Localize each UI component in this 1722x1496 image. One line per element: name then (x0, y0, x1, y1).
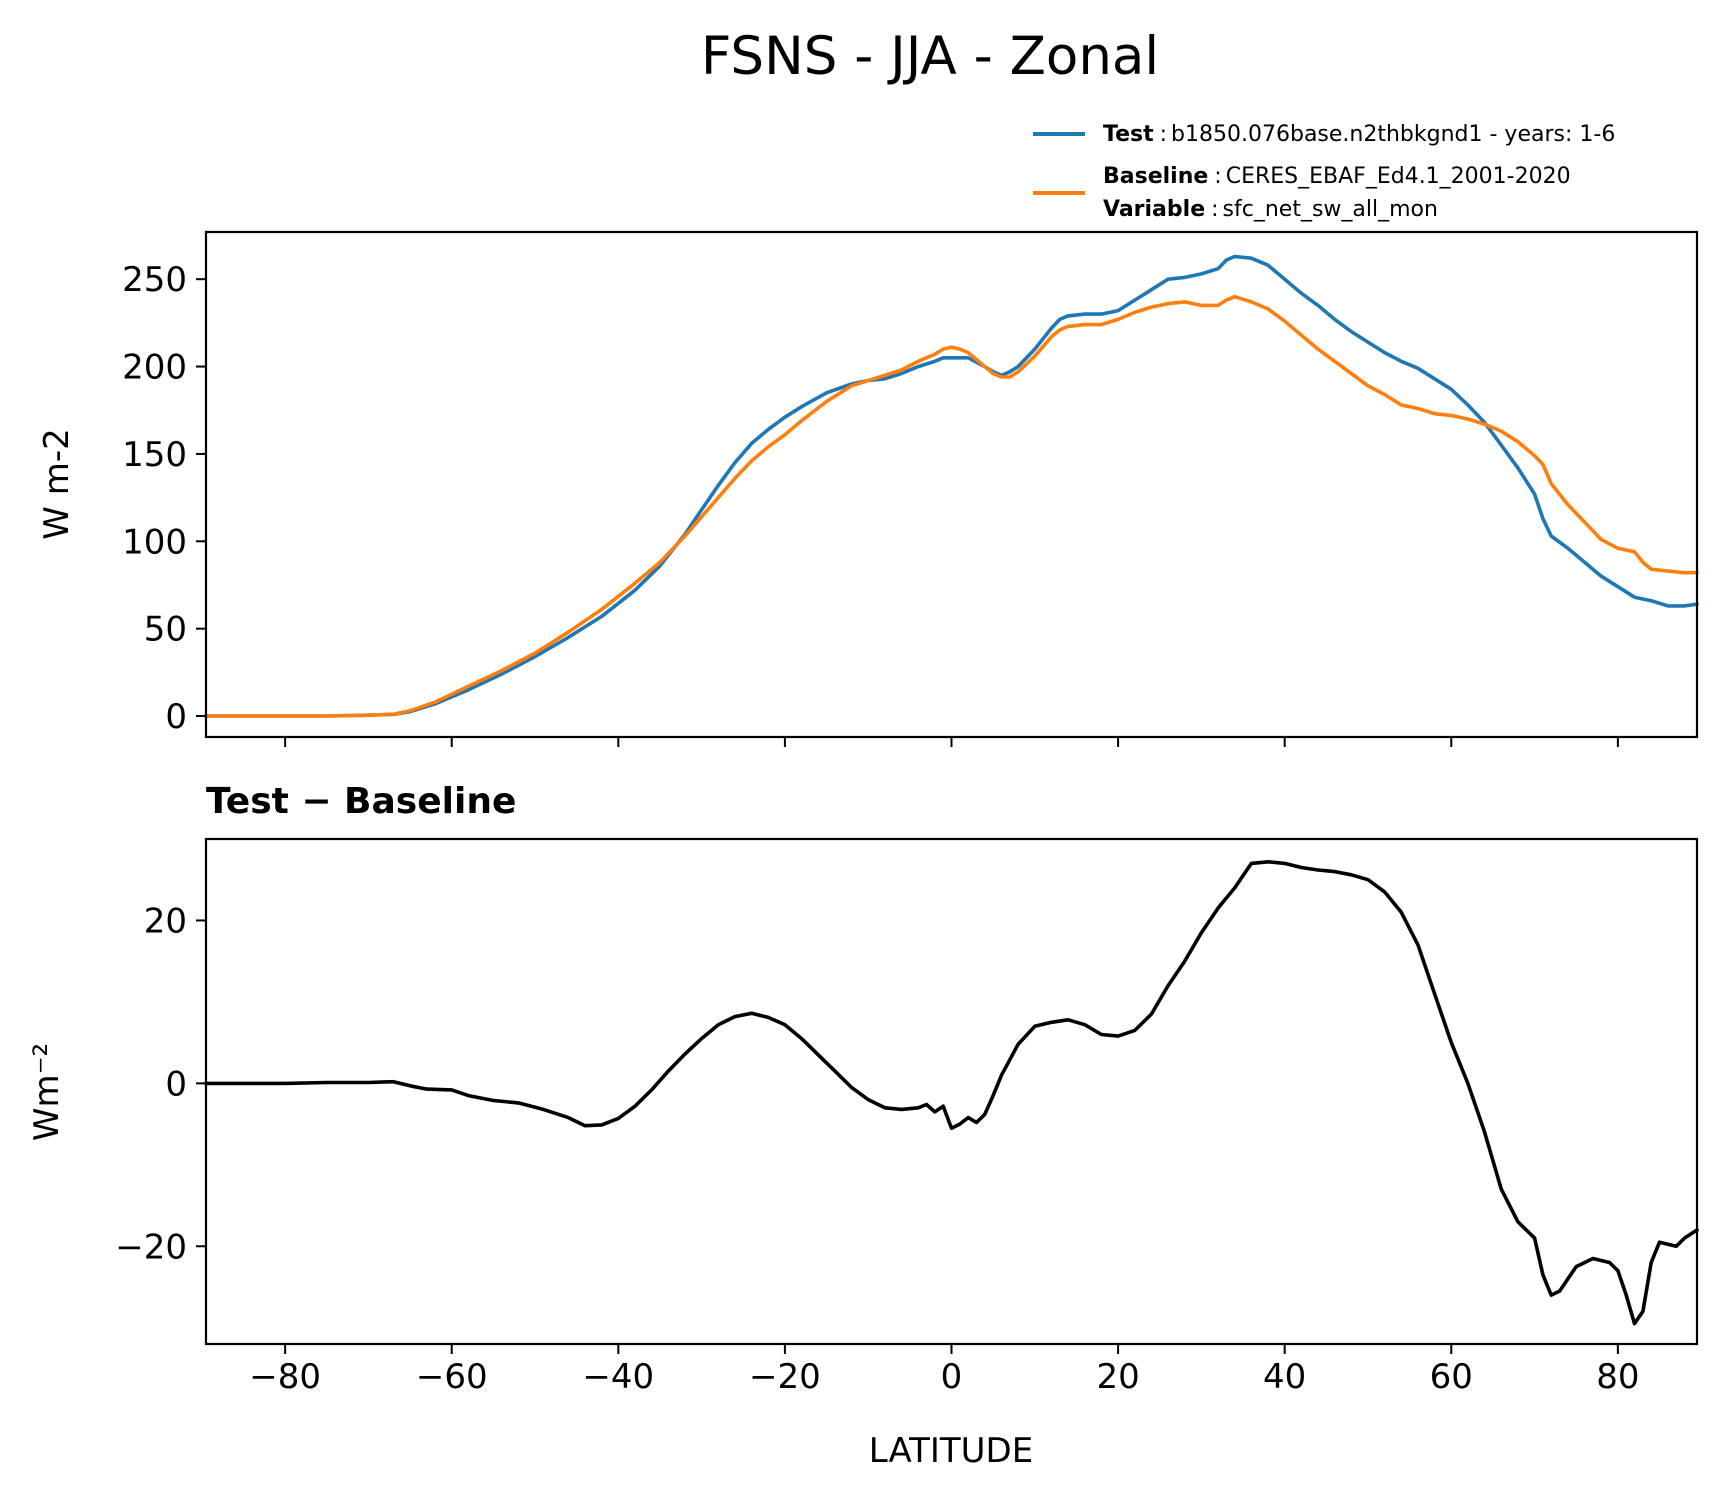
legend-key-baseline: Baseline (1103, 164, 1208, 189)
x-tick-label: −40 (582, 1357, 654, 1397)
bottom-tick-group: −20 0 20 −80 −60 −40 −20 0 20 40 60 80 (115, 901, 1639, 1397)
legend-entry-test: Test: b1850.076base.n2thbkgnd1 - years: 1… (1103, 122, 1615, 147)
bottom-y-tick-label: 20 (144, 901, 187, 941)
x-tick-label: 0 (941, 1357, 963, 1397)
top-y-tick-label: 200 (122, 348, 187, 388)
top-y-tick-label: 0 (165, 697, 187, 737)
x-tick-label: −60 (416, 1357, 488, 1397)
top-y-tick-label: 250 (122, 260, 187, 300)
bottom-y-tick-label: −20 (115, 1227, 187, 1267)
top-y-axis-label: W m-2 (37, 428, 77, 539)
bottom-panel: Test − Baseline −20 0 20 −80 −60 −40 −20 0 20 40 6… (27, 781, 1699, 1471)
bottom-axes-frame (204, 837, 1699, 1346)
top-y-tick-label: 100 (122, 522, 187, 562)
x-tick-label: −80 (249, 1357, 321, 1397)
legend-text-test: b1850.076base.n2thbkgnd1 - years: 1-6 (1171, 122, 1615, 147)
top-axes-frame (204, 230, 1699, 739)
x-axis-label: LATITUDE (869, 1431, 1033, 1471)
legend-entry-baseline: Baseline: CERES_EBAF_Ed4.1_2001-2020 (1103, 164, 1571, 189)
top-panel: 0 50 100 150 200 250 W m-2 (37, 230, 1699, 747)
legend-sep-baseline: : (1214, 164, 1221, 189)
legend-text-variable: sfc_net_sw_all_mon (1223, 197, 1438, 222)
x-tick-label: 60 (1430, 1357, 1473, 1397)
legend-key-test: Test (1103, 122, 1154, 147)
top-y-tick-label: 50 (144, 610, 187, 650)
legend-key-variable: Variable (1103, 197, 1205, 222)
top-series-group (204, 254, 1699, 718)
x-tick-label: 20 (1096, 1357, 1139, 1397)
legend: Test: b1850.076base.n2thbkgnd1 - years: 1… (1033, 122, 1615, 222)
top-y-tick-label: 150 (122, 435, 187, 475)
legend-text-baseline: CERES_EBAF_Ed4.1_2001-2020 (1226, 164, 1571, 189)
bottom-panel-title: Test − Baseline (206, 781, 516, 822)
figure-title: FSNS - JJA - Zonal (701, 26, 1159, 87)
x-tick-label: 40 (1263, 1357, 1306, 1397)
x-tick-label: 80 (1596, 1357, 1639, 1397)
x-tick-label: −20 (749, 1357, 821, 1397)
bottom-series-group (204, 860, 1699, 1326)
legend-sep-test: : (1160, 122, 1167, 147)
bottom-y-axis-label: Wm⁻² (27, 1043, 67, 1141)
bottom-series-line-difference (204, 860, 1699, 1326)
top-tick-group: 0 50 100 150 200 250 (122, 260, 1619, 747)
bottom-y-tick-label: 0 (165, 1064, 187, 1104)
top-series-line-baseline (204, 294, 1699, 718)
legend-entry-variable: Variable: sfc_net_sw_all_mon (1103, 197, 1438, 222)
legend-sep-variable: : (1211, 197, 1218, 222)
